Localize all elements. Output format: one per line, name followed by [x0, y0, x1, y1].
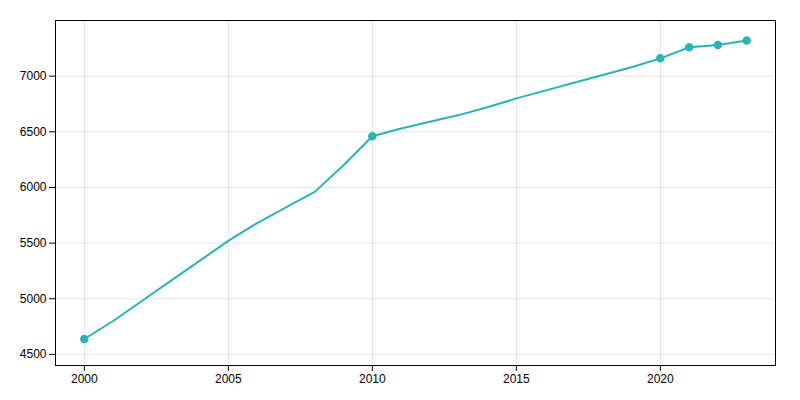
svg-text:2005: 2005: [215, 372, 242, 386]
svg-text:5000: 5000: [20, 292, 47, 306]
svg-text:6500: 6500: [20, 125, 47, 139]
svg-text:2015: 2015: [503, 372, 530, 386]
svg-text:2010: 2010: [359, 372, 386, 386]
svg-text:7000: 7000: [20, 69, 47, 83]
svg-text:6000: 6000: [20, 180, 47, 194]
svg-text:5500: 5500: [20, 236, 47, 250]
svg-text:2020: 2020: [647, 372, 674, 386]
svg-text:4500: 4500: [20, 347, 47, 361]
svg-text:2000: 2000: [71, 372, 98, 386]
